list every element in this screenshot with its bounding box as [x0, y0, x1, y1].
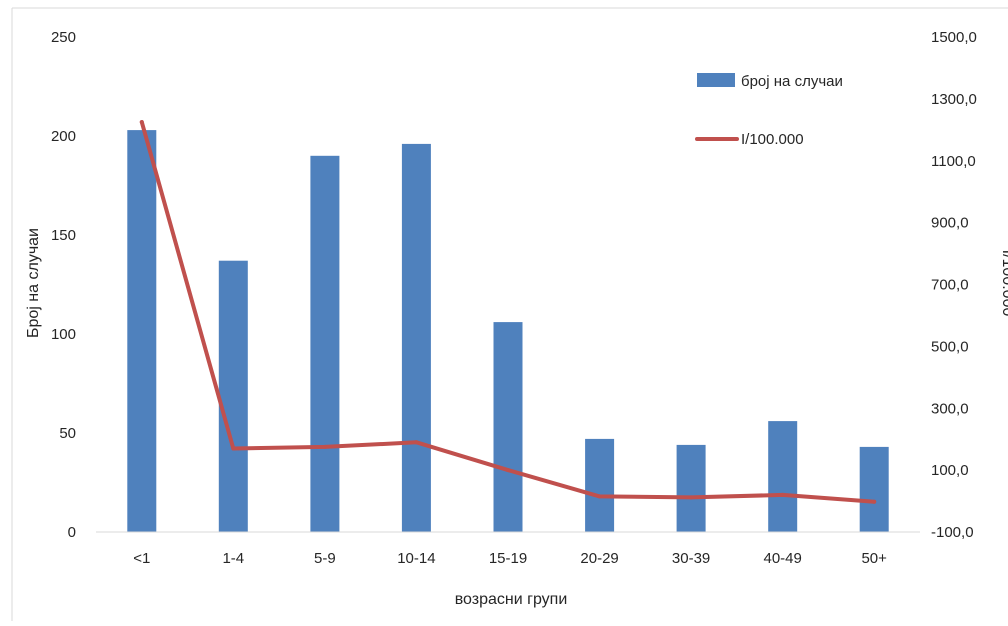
y-tick-label: 50: [59, 425, 76, 442]
y-tick-label: 250: [51, 29, 76, 46]
y2-tick-label: 1300,0: [931, 91, 977, 108]
y-tick-label: 100: [51, 326, 76, 343]
y2-tick-label: 100,0: [931, 462, 969, 479]
line-point-20-29: [597, 494, 602, 499]
x-tick-label: 30-39: [672, 550, 710, 567]
y2-tick-label: 1500,0: [931, 29, 977, 46]
bar-15-19: [493, 322, 523, 532]
y-tick-label: 200: [51, 128, 76, 145]
line-point-30-39: [689, 495, 694, 500]
line-point-<1: [139, 120, 144, 125]
line-point-1-4: [231, 446, 236, 451]
y2-tick-label: 500,0: [931, 338, 969, 355]
x-tick-label: <1: [133, 550, 150, 567]
bar-1-4: [218, 260, 248, 532]
x-tick-label: 40-49: [764, 550, 802, 567]
legend-swatch-bars: [697, 73, 735, 87]
bar-5-9: [310, 155, 340, 533]
x-tick-label: 1-4: [222, 550, 244, 567]
bar-30-39: [676, 444, 706, 532]
x-tick-label: 15-19: [489, 550, 527, 567]
y2-tick-label: 700,0: [931, 277, 969, 294]
x-tick-label: 50+: [861, 550, 887, 567]
y2-axis-title: I/100.000: [999, 250, 1008, 317]
bar-50+: [859, 446, 889, 532]
legend: број на случаи I/100.000: [695, 73, 843, 148]
y2-tick-label: 1100,0: [931, 153, 976, 170]
y-axis-title: Број на случаи: [25, 228, 42, 338]
legend-label-bars: број на случаи: [741, 73, 843, 90]
y-tick-label: 150: [51, 227, 76, 244]
x-tick-label: 20-29: [580, 550, 618, 567]
tick-labels-layer: <1 1-4 5-9 10-14 15-19 20-29 30-39 40-49 50+ 0 50 1…: [51, 29, 977, 567]
line-layer: [139, 120, 877, 504]
line-point-10-14: [414, 440, 419, 445]
y-tick-label: 0: [68, 524, 76, 541]
line-point-15-19: [506, 468, 510, 473]
y2-tick-label: -100,0: [931, 524, 974, 541]
line-point-50+: [872, 499, 877, 504]
x-tick-label: 10-14: [397, 550, 435, 567]
y2-tick-label: 900,0: [931, 215, 969, 232]
bar-<1: [127, 130, 157, 532]
line-point-40-49: [780, 492, 785, 497]
line-point-5-9: [322, 444, 327, 449]
bars-layer: [127, 130, 889, 533]
x-axis-title: возрасни групи: [455, 591, 568, 608]
x-tick-label: 5-9: [314, 550, 336, 567]
legend-label-line: I/100.000: [741, 131, 804, 148]
bar-40-49: [768, 421, 798, 532]
y2-tick-label: 300,0: [931, 400, 969, 417]
bar-20-29: [585, 438, 615, 532]
bar-10-14: [401, 143, 431, 532]
